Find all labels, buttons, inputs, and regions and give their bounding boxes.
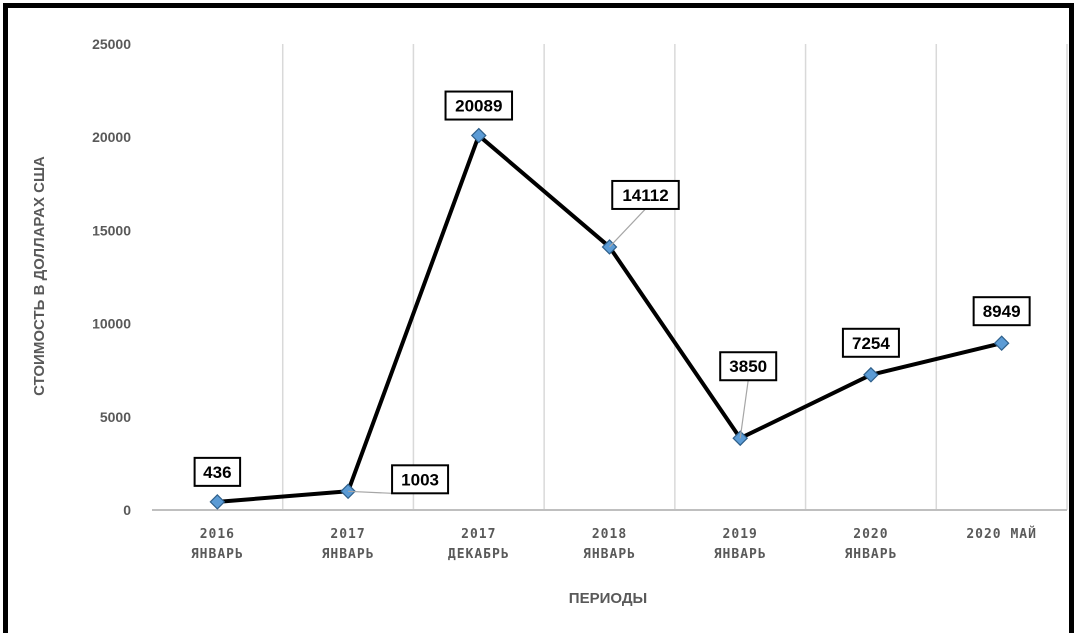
x-tick-label: 2017 ДЕКАБРЬ — [448, 527, 510, 562]
data-label: 8949 — [974, 297, 1030, 325]
x-axis-title: ПЕРИОДЫ — [569, 590, 647, 607]
y-tick-label: 20000 — [92, 129, 131, 145]
y-tick-label: 15000 — [92, 222, 131, 238]
data-point-marker — [995, 336, 1009, 350]
series — [210, 129, 1008, 509]
data-point-marker — [210, 495, 224, 509]
data-label-leader — [610, 209, 646, 247]
data-labels: 436 1003 20089 14112 3850 7254 8949 — [195, 92, 1030, 494]
x-tick-label: 2020 ЯНВАРЬ — [844, 527, 897, 562]
y-tick-label: 10000 — [92, 316, 131, 332]
data-label-text: 436 — [203, 463, 231, 482]
data-label-text: 20089 — [455, 97, 502, 116]
x-tick-label: 2018 ЯНВАРЬ — [583, 527, 636, 562]
data-label: 20089 — [446, 92, 513, 120]
y-tick-label: 25000 — [92, 36, 131, 52]
x-tick-label: 2016 ЯНВАРЬ — [191, 527, 244, 562]
x-tick-label: 2017 ЯНВАРЬ — [322, 527, 375, 562]
y-axis-title: СТОИМОСТЬ В ДОЛЛАРАХ США — [31, 156, 48, 396]
data-label: 7254 — [843, 329, 899, 357]
y-tick-label: 0 — [123, 502, 131, 518]
x-tick-label: 2019 ЯНВАРЬ — [714, 527, 767, 562]
data-label-text: 8949 — [983, 302, 1021, 321]
data-label: 436 — [195, 458, 241, 486]
data-label: 1003 — [348, 465, 448, 493]
data-label-text: 7254 — [852, 334, 890, 353]
y-tick-label: 5000 — [100, 409, 131, 425]
data-label: 14112 — [610, 181, 679, 247]
data-point-marker — [864, 368, 878, 382]
x-tick-label: 2020 МАЙ — [966, 526, 1037, 542]
data-label-leader — [740, 380, 748, 438]
grid-lines — [283, 44, 1067, 510]
data-label-text: 14112 — [622, 186, 668, 205]
series-line — [217, 136, 1001, 502]
data-label-text: 3850 — [729, 357, 767, 376]
data-label-text: 1003 — [401, 470, 439, 489]
